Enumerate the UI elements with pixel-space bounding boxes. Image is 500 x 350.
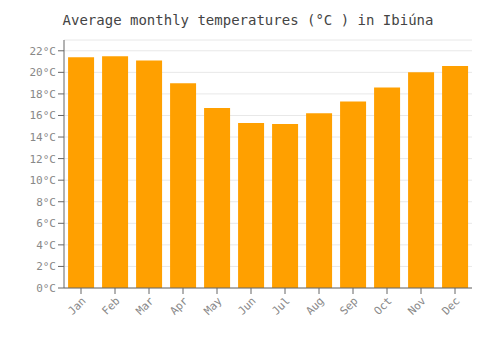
- svg-text:Dec: Dec: [439, 294, 462, 317]
- svg-text:12°C: 12°C: [30, 153, 57, 166]
- svg-text:Apr: Apr: [167, 294, 191, 318]
- svg-text:2°C: 2°C: [36, 260, 56, 273]
- svg-text:Oct: Oct: [371, 294, 394, 317]
- svg-text:Jul: Jul: [269, 294, 292, 317]
- svg-text:0°C: 0°C: [36, 282, 56, 295]
- svg-text:14°C: 14°C: [30, 131, 57, 144]
- svg-text:Mar: Mar: [133, 294, 157, 318]
- svg-text:6°C: 6°C: [36, 217, 56, 230]
- svg-text:16°C: 16°C: [30, 109, 57, 122]
- svg-text:4°C: 4°C: [36, 239, 56, 252]
- svg-text:10°C: 10°C: [30, 174, 57, 187]
- svg-text:8°C: 8°C: [36, 196, 56, 209]
- svg-text:Sep: Sep: [337, 294, 360, 317]
- svg-text:Jun: Jun: [235, 294, 258, 317]
- svg-text:Aug: Aug: [303, 294, 326, 317]
- svg-text:May: May: [201, 294, 225, 318]
- svg-text:22°C: 22°C: [30, 45, 57, 58]
- svg-text:20°C: 20°C: [30, 66, 57, 79]
- svg-text:Nov: Nov: [405, 294, 429, 318]
- svg-text:Jan: Jan: [65, 294, 88, 317]
- svg-text:Feb: Feb: [99, 294, 122, 317]
- html-text:Average monthly temperatures (: Average monthly temperatures (°C ) in Ib…: [62, 12, 434, 28]
- svg-text:18°C: 18°C: [30, 88, 57, 101]
